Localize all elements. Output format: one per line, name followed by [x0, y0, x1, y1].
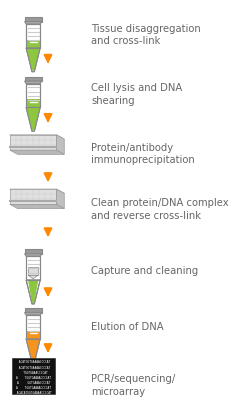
Polygon shape [24, 81, 42, 84]
Polygon shape [28, 275, 38, 279]
Polygon shape [10, 135, 56, 150]
Text: ACACATGGTGAAAACCCCAT: ACACATGGTGAAAACCCCAT [15, 391, 52, 395]
Polygon shape [24, 308, 42, 312]
Polygon shape [10, 189, 56, 204]
Polygon shape [10, 189, 64, 193]
Polygon shape [24, 254, 42, 256]
Polygon shape [56, 189, 64, 209]
Polygon shape [26, 330, 40, 339]
Polygon shape [26, 339, 40, 362]
Text: A    TGGTGAAAACCCCAT: A TGGTGAAAACCCCAT [16, 386, 51, 390]
Text: ACATGGTGAAAACCCCAT: ACATGGTGAAAACCCCAT [16, 365, 50, 369]
Polygon shape [26, 256, 40, 280]
Polygon shape [24, 312, 42, 315]
Text: Tissue disaggregation
and cross-link: Tissue disaggregation and cross-link [92, 24, 201, 46]
Polygon shape [26, 39, 40, 48]
Text: Elution of DNA: Elution of DNA [92, 322, 164, 332]
Text: A     GGTGAAACCCCAT: A GGTGAAACCCCAT [16, 381, 50, 385]
Text: Protein/antibody
immunoprecipitation: Protein/antibody immunoprecipitation [92, 143, 195, 165]
Text: Capture and cleaning: Capture and cleaning [92, 266, 199, 276]
Polygon shape [26, 48, 40, 72]
Polygon shape [26, 107, 40, 131]
Polygon shape [24, 17, 42, 21]
Polygon shape [10, 135, 64, 139]
Polygon shape [26, 84, 40, 107]
Text: Clean protein/DNA complex
and reverse cross-link: Clean protein/DNA complex and reverse cr… [92, 199, 229, 221]
Polygon shape [24, 77, 42, 81]
Polygon shape [26, 339, 40, 363]
Polygon shape [26, 315, 40, 339]
Polygon shape [24, 21, 42, 24]
Polygon shape [26, 24, 40, 48]
Polygon shape [10, 150, 64, 155]
Polygon shape [10, 204, 64, 209]
Bar [12, 358, 54, 394]
Polygon shape [56, 135, 64, 155]
Polygon shape [28, 280, 38, 303]
Text: ACATGGTGAAAACCCCAT: ACATGGTGAAAACCCCAT [16, 360, 50, 365]
Text: Cell lysis and DNA
shearing: Cell lysis and DNA shearing [92, 83, 183, 106]
Polygon shape [28, 267, 38, 275]
Polygon shape [24, 249, 42, 254]
Polygon shape [26, 280, 40, 304]
Text: TGGTGAAACCCCAT: TGGTGAAACCCCAT [18, 371, 48, 375]
Text: PCR/sequencing/
microarray: PCR/sequencing/ microarray [92, 374, 176, 397]
Text: A    TGGTGAAAACCCCAT: A TGGTGAAAACCCCAT [16, 376, 51, 380]
Polygon shape [26, 99, 40, 107]
Polygon shape [26, 107, 40, 130]
Polygon shape [26, 48, 40, 71]
